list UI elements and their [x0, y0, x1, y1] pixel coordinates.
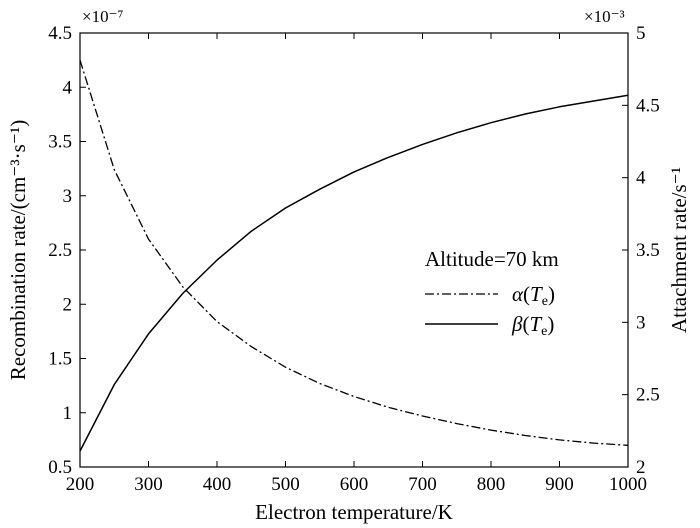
- x-tick-label: 900: [545, 474, 574, 495]
- y-axis-label-right: Attachment rate/s⁻¹: [667, 167, 691, 333]
- ticks-layer: 200 300 400 500 600 700 800 900 1000 0.5 1 1.5 2 2.5 3…: [48, 23, 660, 495]
- right-multiplier: ×10⁻³: [584, 7, 625, 26]
- y-right-tick-label: 4.5: [636, 95, 660, 116]
- x-tick-label: 600: [340, 474, 369, 495]
- legend: Altitude=70 km α(Te) β(Te): [425, 247, 559, 339]
- x-tick-label: 400: [203, 474, 232, 495]
- y-right-tick-label: 3.5: [636, 240, 660, 261]
- x-axis-label: Electron temperature/K: [255, 500, 453, 524]
- x-tick-label: 700: [408, 474, 437, 495]
- y-left-tick-label: 3: [63, 186, 73, 207]
- y-left-tick-label: 1: [63, 403, 73, 424]
- x-tick-label: 300: [134, 474, 163, 495]
- y-axis-label-left: Recombination rate/(cm⁻³·s⁻¹): [6, 120, 30, 380]
- y-right-tick-label: 3: [636, 312, 646, 333]
- x-tick-label: 500: [271, 474, 300, 495]
- x-tick-label: 200: [66, 474, 95, 495]
- y-left-tick-label: 2.5: [48, 240, 72, 261]
- legend-title: Altitude=70 km: [425, 247, 559, 271]
- x-tick-label: 800: [477, 474, 506, 495]
- y-right-tick-label: 2.5: [636, 385, 660, 406]
- y-left-tick-label: 2: [63, 294, 73, 315]
- legend-label-beta: β(Te): [511, 312, 554, 339]
- legend-label-alpha: α(Te): [512, 282, 555, 309]
- y-right-tick-label: 4: [636, 168, 646, 189]
- y-left-tick-label: 4.5: [48, 23, 72, 44]
- left-multiplier: ×10⁻⁷: [82, 7, 124, 26]
- x-tick-label: 1000: [609, 474, 647, 495]
- series-line-beta: [79, 94, 629, 452]
- y-left-tick-label: 3.5: [48, 132, 72, 153]
- y-right-tick-label: 2: [636, 457, 646, 478]
- series-layer: [79, 59, 629, 452]
- y-left-tick-label: 1.5: [48, 349, 72, 370]
- y-left-tick-label: 0.5: [48, 457, 72, 478]
- y-right-tick-label: 5: [636, 23, 646, 44]
- y-left-tick-label: 4: [63, 77, 73, 98]
